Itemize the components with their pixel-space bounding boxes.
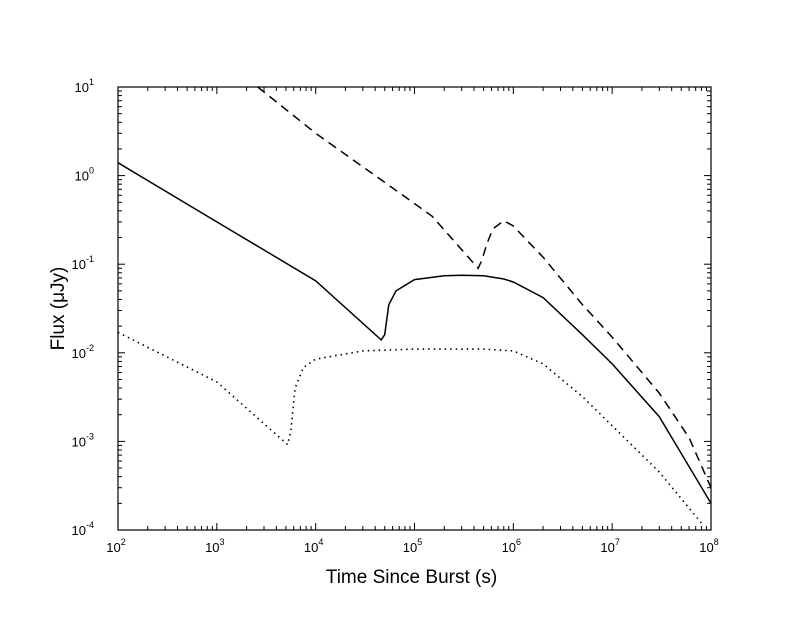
x-axis-title: Time Since Burst (s) xyxy=(326,567,497,588)
x-tick-label: 108 xyxy=(699,537,718,555)
ticks-group xyxy=(117,86,712,531)
x-tick-label: 104 xyxy=(304,537,323,555)
y-tick-label: 10-4 xyxy=(72,520,94,538)
y-tick-label: 10-2 xyxy=(72,343,94,361)
series-line-dashed xyxy=(257,87,711,489)
series-line-solid xyxy=(118,162,711,504)
series-line-dotted xyxy=(118,331,703,524)
series-group xyxy=(118,87,711,524)
y-tick-label: 10-1 xyxy=(72,254,94,272)
x-tick-label: 105 xyxy=(403,537,422,555)
plot-frame xyxy=(117,86,712,531)
x-tick-label: 103 xyxy=(205,537,224,555)
y-tick-label: 10-3 xyxy=(72,431,94,449)
y-tick-label: 101 xyxy=(75,77,94,95)
x-tick-label: 107 xyxy=(600,537,619,555)
x-tick-label: 106 xyxy=(502,537,521,555)
y-axis-title: Flux (μJy) xyxy=(48,267,69,351)
x-tick-label: 102 xyxy=(106,537,125,555)
tick-labels-group: 102 103 104 105 106 107 108 10-4 10-3 10-2 10-1 100… xyxy=(72,77,719,555)
plot-frame-group xyxy=(117,86,712,531)
y-tick-label: 100 xyxy=(75,166,94,184)
